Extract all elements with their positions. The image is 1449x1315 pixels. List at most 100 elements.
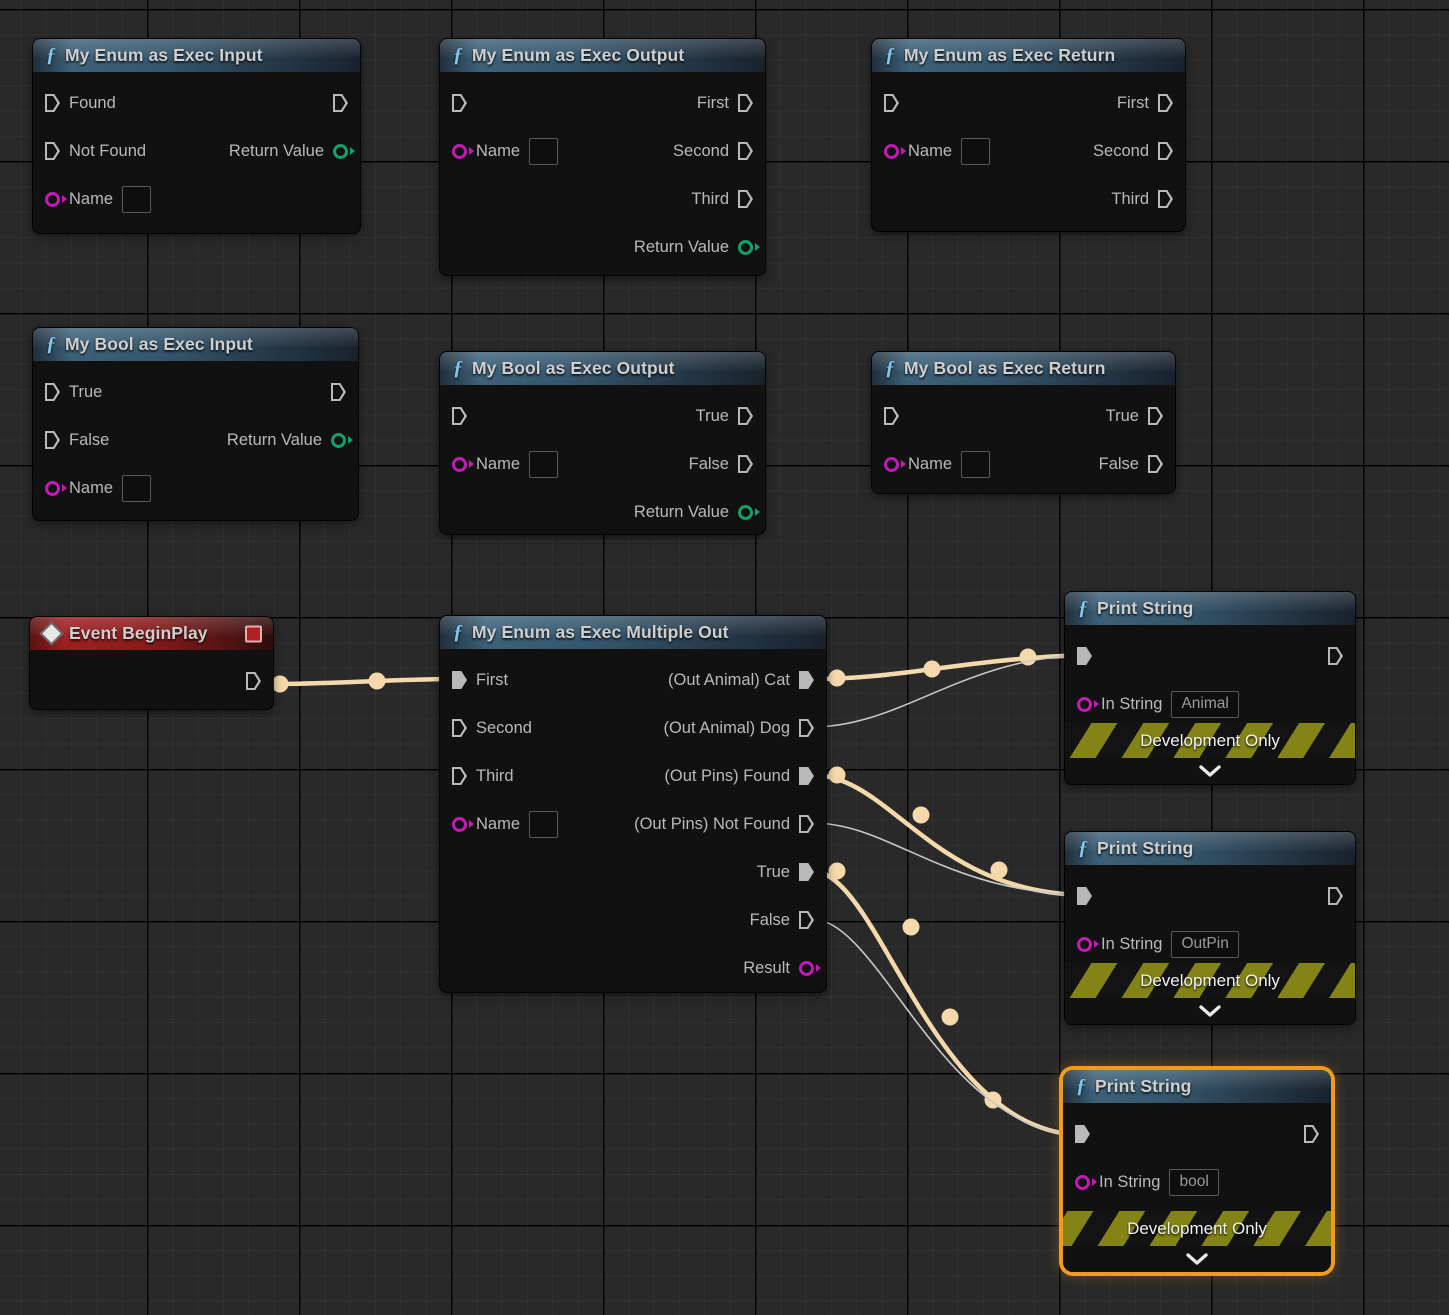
pin-row: (Out Pins) Not Found: [440, 809, 826, 839]
data-pin-icon[interactable]: [738, 239, 753, 255]
pin-label: Return Value: [226, 430, 322, 449]
node-title-bar[interactable]: ƒ My Bool as Exec Output: [440, 352, 765, 385]
exec-pin-icon[interactable]: [1158, 142, 1173, 160]
exec-pin-icon[interactable]: [738, 455, 753, 473]
pin-row-left: Name: [45, 185, 152, 213]
exec-pin-icon[interactable]: [799, 911, 814, 929]
pin-value-box[interactable]: [529, 137, 559, 165]
event-diamond-icon: [39, 621, 64, 646]
pin-label: First: [696, 93, 729, 112]
node-title-bar[interactable]: ƒ My Enum as Exec Input: [33, 39, 360, 72]
exec-pin-icon[interactable]: [333, 94, 348, 112]
pin-value-box[interactable]: [122, 474, 152, 502]
node-my-enum-as-exec-input[interactable]: ƒ My Enum as Exec Input Found Not Found Name…: [33, 39, 360, 233]
node-title-bar[interactable]: ƒ My Enum as Exec Multiple Out: [440, 616, 826, 649]
exec-pin-icon[interactable]: [1328, 647, 1343, 665]
pin-row: [1065, 881, 1355, 911]
pin-label: In String: [1101, 934, 1163, 953]
exec-pin-icon[interactable]: [799, 767, 814, 785]
exec-pin-icon[interactable]: [1304, 1125, 1319, 1143]
node-title-bar[interactable]: ƒ My Enum as Exec Return: [872, 39, 1185, 72]
node-print-string-animal[interactable]: ƒ Print String In String Animal Development …: [1065, 592, 1355, 784]
exec-pin-icon[interactable]: [738, 142, 753, 160]
exec-pin-icon[interactable]: [1328, 887, 1343, 905]
node-expand-toggle[interactable]: [1063, 1246, 1331, 1272]
stripe-pattern: [1065, 723, 1355, 758]
data-pin-icon[interactable]: [738, 504, 753, 520]
node-my-bool-as-exec-return[interactable]: ƒ My Bool as Exec Return Name True False: [872, 352, 1175, 493]
data-pin-icon[interactable]: [45, 191, 60, 207]
data-pin-icon[interactable]: [452, 816, 467, 832]
pin-row-left: In String Animal: [1077, 690, 1239, 718]
node-my-enum-as-exec-multiple-out[interactable]: ƒ My Enum as Exec Multiple Out First Second…: [440, 616, 826, 992]
node-expand-toggle[interactable]: [1065, 758, 1355, 784]
pin-value-field[interactable]: Animal: [1171, 690, 1239, 718]
pin-label: Second: [673, 141, 729, 160]
data-pin-icon[interactable]: [884, 143, 899, 159]
data-pin-icon[interactable]: [333, 143, 348, 159]
node-my-bool-as-exec-output[interactable]: ƒ My Bool as Exec Output Name True False Retu…: [440, 352, 765, 534]
exec-pin-icon[interactable]: [799, 815, 814, 833]
development-only-label: Development Only: [1127, 1218, 1267, 1238]
data-pin-icon[interactable]: [1077, 936, 1092, 952]
node-my-enum-as-exec-output[interactable]: ƒ My Enum as Exec Output Name First Second Th…: [440, 39, 765, 275]
pin-value-box[interactable]: [122, 185, 152, 213]
data-pin-icon[interactable]: [331, 432, 346, 448]
pin-value-box[interactable]: [529, 810, 559, 838]
node-title-bar[interactable]: ƒ My Bool as Exec Return: [872, 352, 1175, 385]
pin-value-box[interactable]: [529, 450, 559, 478]
exec-pin-icon[interactable]: [799, 719, 814, 737]
pin-row-right: Second: [1093, 142, 1173, 161]
data-pin-icon[interactable]: [45, 480, 60, 496]
pin-label: True: [1105, 406, 1139, 425]
node-print-string-bool[interactable]: ƒ Print String In String bool Development On…: [1063, 1070, 1331, 1272]
data-pin-icon[interactable]: [1077, 696, 1092, 712]
data-pin-icon[interactable]: [884, 456, 899, 472]
exec-pin-icon[interactable]: [799, 671, 814, 689]
exec-pin-icon[interactable]: [738, 407, 753, 425]
node-print-string-outpin[interactable]: ƒ Print String In String OutPin Development …: [1065, 832, 1355, 1024]
pin-label: False: [688, 454, 729, 473]
pin-row: Not Found: [33, 136, 360, 166]
node-event-begin-play[interactable]: Event BeginPlay: [30, 617, 273, 709]
data-pin-icon[interactable]: [452, 456, 467, 472]
pin-row-left: First: [452, 671, 508, 690]
pin-label: Return Value: [633, 237, 729, 256]
node-title-bar[interactable]: ƒ Print String: [1063, 1070, 1331, 1103]
node-expand-toggle[interactable]: [1065, 998, 1355, 1024]
exec-pin-icon[interactable]: [1158, 190, 1173, 208]
exec-pin-icon[interactable]: [1148, 455, 1163, 473]
exec-pin-icon[interactable]: [246, 672, 261, 690]
exec-pin-icon[interactable]: [738, 94, 753, 112]
node-my-enum-as-exec-return[interactable]: ƒ My Enum as Exec Return Name First Second Th…: [872, 39, 1185, 231]
pin-row-left: Third: [452, 767, 514, 786]
pin-value-field[interactable]: bool: [1169, 1168, 1219, 1196]
pin-label: Not Found: [69, 141, 147, 160]
development-only-bar[interactable]: Development Only: [1065, 723, 1355, 758]
data-pin-icon[interactable]: [799, 960, 814, 976]
pin-label: False: [69, 430, 110, 449]
development-only-bar[interactable]: Development Only: [1065, 963, 1355, 998]
node-title-bar[interactable]: Event BeginPlay: [30, 617, 273, 650]
exec-pin-icon[interactable]: [1148, 407, 1163, 425]
exec-pin-icon[interactable]: [799, 863, 814, 881]
pin-row-left: In String bool: [1075, 1168, 1219, 1196]
exec-pin-icon[interactable]: [738, 190, 753, 208]
node-title-bar[interactable]: ƒ My Enum as Exec Output: [440, 39, 765, 72]
data-pin-icon[interactable]: [1075, 1174, 1090, 1190]
pin-value-box[interactable]: [961, 450, 991, 478]
node-title-text: Event BeginPlay: [69, 623, 208, 643]
node-title-bar[interactable]: ƒ Print String: [1065, 832, 1355, 865]
exec-pin-icon[interactable]: [331, 383, 346, 401]
data-pin-icon[interactable]: [452, 143, 467, 159]
development-only-bar[interactable]: Development Only: [1063, 1211, 1331, 1246]
node-body: Name True False Return Value: [440, 385, 765, 534]
node-title-bar[interactable]: ƒ Print String: [1065, 592, 1355, 625]
node-my-bool-as-exec-input[interactable]: ƒ My Bool as Exec Input True False Name Retur…: [33, 328, 358, 520]
pin-value-field[interactable]: OutPin: [1171, 930, 1239, 958]
node-title-bar[interactable]: ƒ My Bool as Exec Input: [33, 328, 358, 361]
pin-value-box[interactable]: [961, 137, 991, 165]
pin-row: In String Animal: [1065, 689, 1355, 719]
event-stop-icon[interactable]: [245, 625, 262, 642]
exec-pin-icon[interactable]: [1158, 94, 1173, 112]
